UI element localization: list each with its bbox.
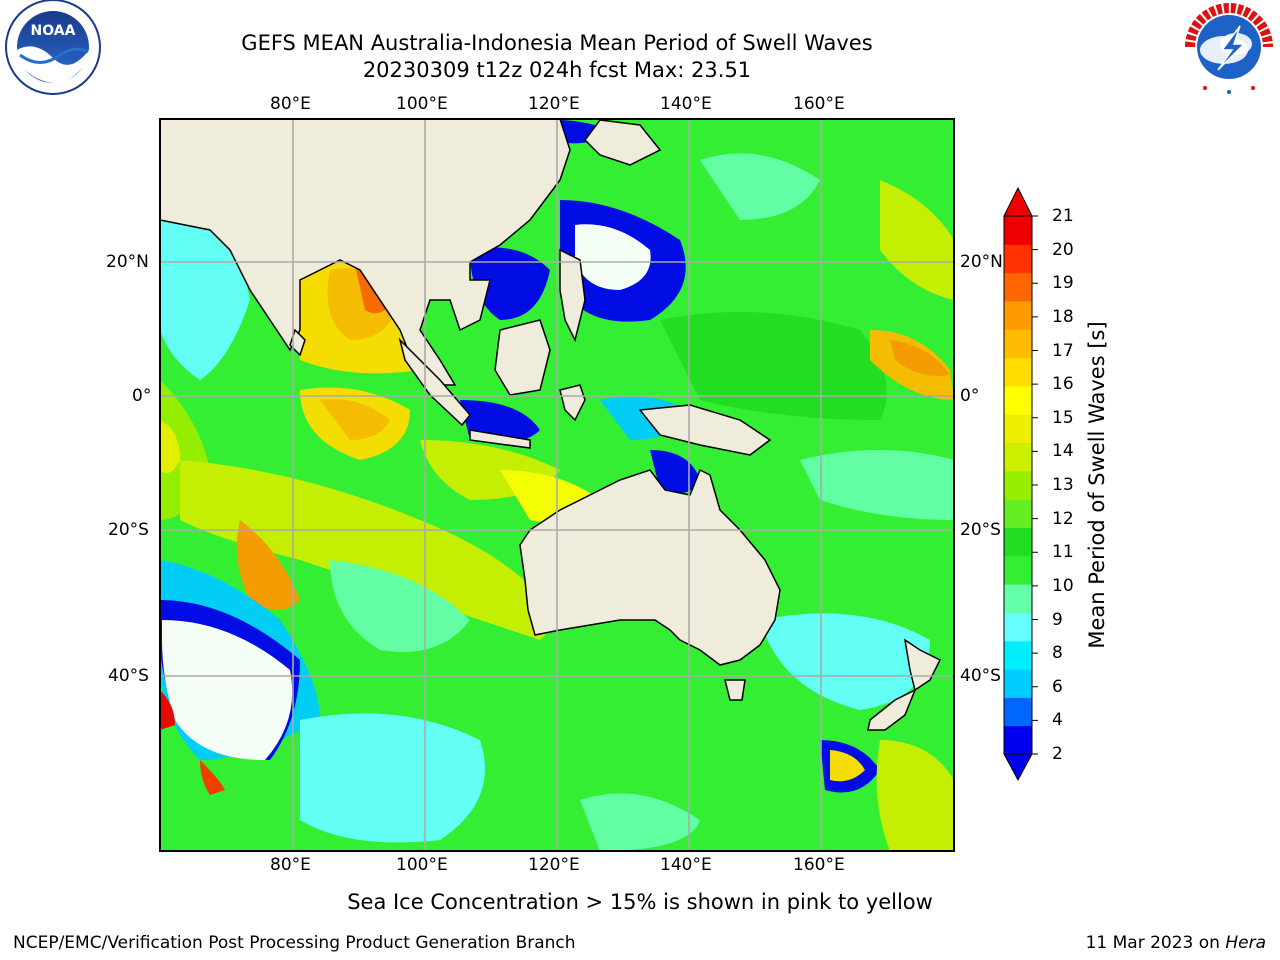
colorbar-tick-label: 20 xyxy=(1052,239,1074,260)
colorbar-tick-label: 21 xyxy=(1052,206,1074,226)
colorbar-tick-label: 16 xyxy=(1052,374,1074,395)
map-frame xyxy=(159,118,955,852)
tasmania xyxy=(724,679,746,701)
colorbar-tick-label: 11 xyxy=(1052,542,1074,563)
map-title: GEFS MEAN Australia-Indonesia Mean Perio… xyxy=(241,31,873,55)
nws-logo xyxy=(1182,0,1276,94)
colorbar-segment xyxy=(1004,555,1032,585)
colorbar-segment xyxy=(1004,329,1032,359)
colorbar-tick-label: 8 xyxy=(1052,643,1063,664)
lon-label-top-100: 100°E xyxy=(396,94,448,114)
lon-label-bottom-120: 120°E xyxy=(528,855,580,875)
java xyxy=(469,429,531,449)
colorbar-segment xyxy=(1004,272,1032,302)
sulawesi xyxy=(559,384,586,422)
colorbar-segment xyxy=(1004,300,1032,330)
colorbar-segment xyxy=(1004,725,1032,755)
lat-label-right-40s: 40°S xyxy=(960,666,1001,686)
lon-label-top-160: 160°E xyxy=(793,94,845,114)
colorbar-segment xyxy=(1004,527,1032,557)
lon-label-bottom-100: 100°E xyxy=(396,855,448,875)
colorbar-tick-label: 2 xyxy=(1052,744,1063,764)
lat-label-left-40s: 40°S xyxy=(108,666,149,686)
lon-label-top-120: 120°E xyxy=(528,94,580,114)
colorbar-tick-label: 15 xyxy=(1052,407,1074,428)
colorbar-tick-label: 6 xyxy=(1052,676,1063,697)
lat-label-right-20s: 20°S xyxy=(960,520,1001,540)
lat-label-right-20n: 20°N xyxy=(960,252,1003,272)
japan xyxy=(584,119,662,166)
lon-label-bottom-140: 140°E xyxy=(660,855,712,875)
colorbar xyxy=(1003,186,1038,782)
australia-landmass xyxy=(519,468,781,666)
colorbar-extend-max xyxy=(1003,186,1033,217)
noaa-logo: NOAA xyxy=(5,0,101,95)
colorbar-tick-label: 10 xyxy=(1052,575,1074,596)
lat-label-left-0: 0° xyxy=(132,386,152,406)
sea-ice-note: Sea Ice Concentration > 15% is shown in … xyxy=(347,890,933,914)
new-zealand-north xyxy=(903,638,942,692)
colorbar-segment xyxy=(1004,640,1032,670)
lon-label-bottom-160: 160°E xyxy=(793,855,845,875)
colorbar-segment xyxy=(1004,385,1032,415)
colorbar-tick-label: 14 xyxy=(1052,441,1074,462)
lon-label-bottom-80: 80°E xyxy=(270,855,311,875)
lat-label-right-0: 0° xyxy=(960,386,980,406)
colorbar-tick-label: 19 xyxy=(1052,273,1074,294)
colorbar-tick-label: 18 xyxy=(1052,306,1074,327)
colorbar-tick-label: 9 xyxy=(1052,609,1063,630)
footer-date: 11 Mar 2023 on Hera xyxy=(1086,933,1266,953)
colorbar-segment xyxy=(1004,357,1032,387)
philippines xyxy=(559,248,586,343)
colorbar-tick-label: 17 xyxy=(1052,340,1074,361)
colorbar-tick-label: 4 xyxy=(1052,710,1063,731)
colorbar-segment xyxy=(1004,244,1032,274)
colorbar-segment xyxy=(1004,612,1032,642)
borneo xyxy=(494,319,551,396)
graticule xyxy=(160,119,954,851)
colorbar-segment xyxy=(1004,442,1032,472)
noaa-logo-text: NOAA xyxy=(31,23,76,39)
lat-label-left-20n: 20°N xyxy=(106,252,149,272)
colorbar-label: Mean Period of Swell Waves [s] xyxy=(1085,321,1109,649)
swell-period-map xyxy=(160,119,954,851)
asia-landmass xyxy=(160,119,571,386)
sumatra xyxy=(398,337,471,427)
colorbar-segment xyxy=(1004,216,1032,245)
colorbar-segment xyxy=(1004,414,1032,444)
footer-host: Hera xyxy=(1225,933,1266,953)
colorbar-segment xyxy=(1004,669,1032,698)
colorbar-segment xyxy=(1004,499,1032,528)
new-zealand-south xyxy=(867,688,917,731)
colorbar-segment xyxy=(1004,697,1032,727)
map-subtitle: 20230309 t12z 024h fcst Max: 23.51 xyxy=(362,58,752,82)
colorbar-segment xyxy=(1004,584,1032,613)
footer-credit: NCEP/EMC/Verification Post Processing Pr… xyxy=(13,933,576,953)
colorbar-tick-label: 12 xyxy=(1052,508,1074,529)
new-guinea xyxy=(638,404,772,456)
lat-label-left-20s: 20°S xyxy=(108,520,149,540)
colorbar-segment xyxy=(1004,470,1032,500)
lon-label-top-140: 140°E xyxy=(660,94,712,114)
footer-date-text: 11 Mar 2023 on xyxy=(1085,933,1226,953)
lon-label-top-80: 80°E xyxy=(270,94,311,114)
colorbar-tick-label: 13 xyxy=(1052,475,1074,495)
colorbar-extend-min xyxy=(1003,753,1033,782)
land-masses xyxy=(160,119,942,731)
